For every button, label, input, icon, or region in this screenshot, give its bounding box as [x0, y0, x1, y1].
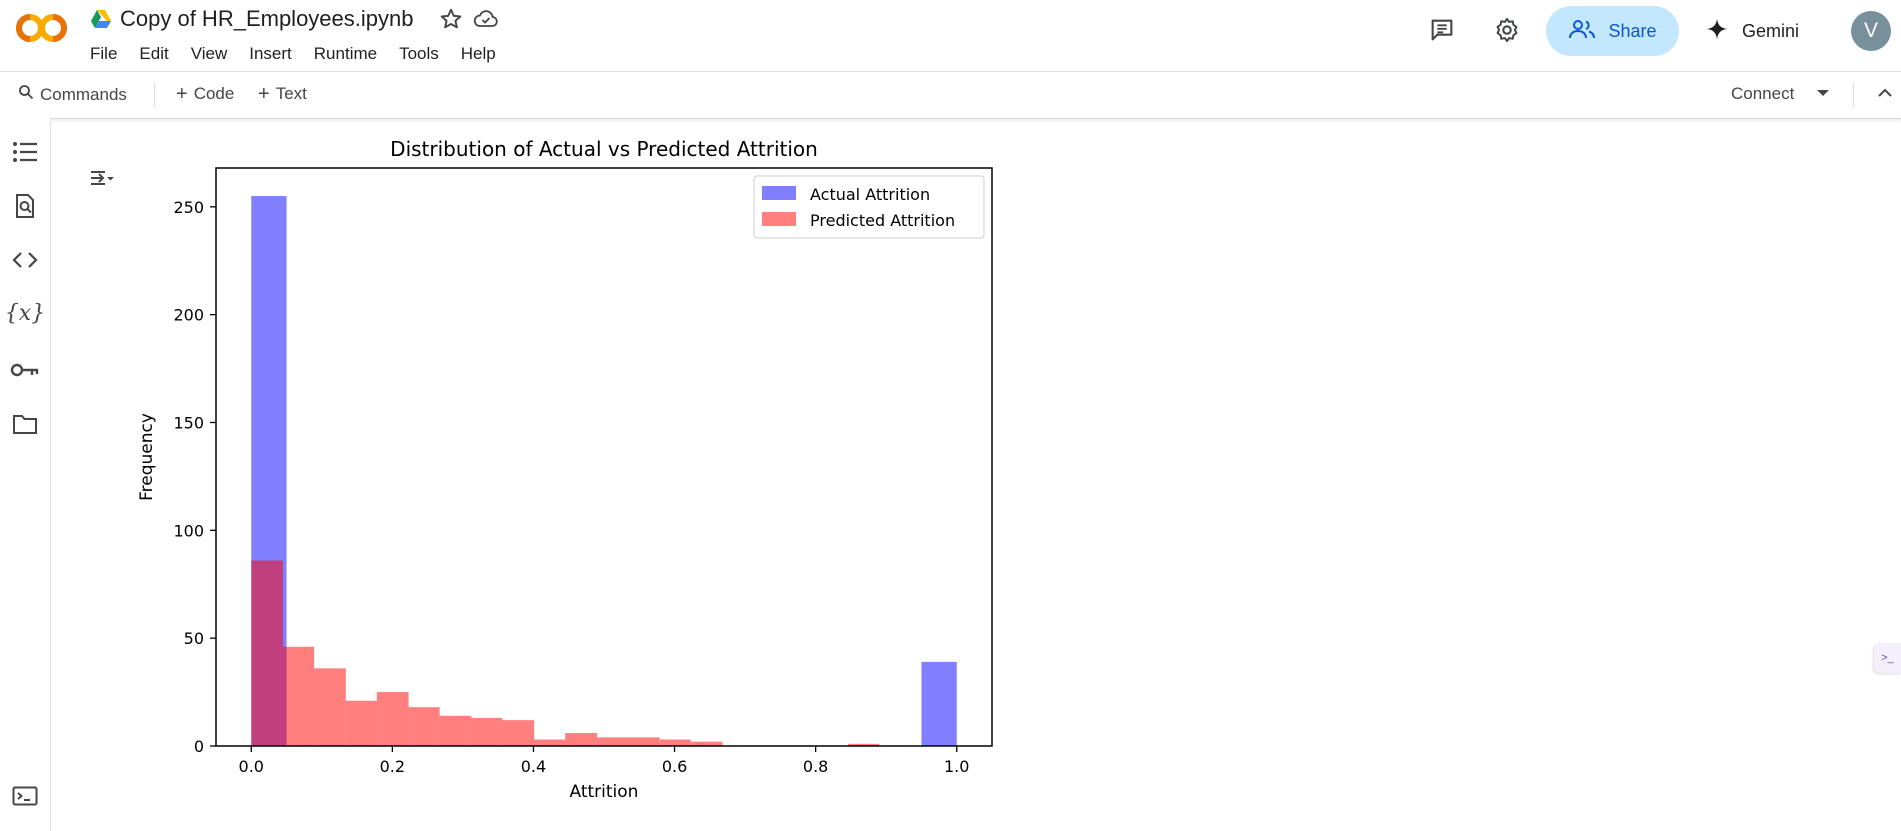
predicted-bar [251, 560, 284, 746]
notebook-toolbar: Commands + Code + Text Connect [0, 71, 1901, 119]
x-tick-label: 0.6 [662, 757, 687, 776]
find-replace-icon[interactable] [10, 191, 40, 221]
google-drive-icon[interactable] [90, 9, 112, 29]
toolbar-divider [154, 82, 155, 108]
commands-label: Commands [40, 84, 127, 104]
table-of-contents-icon[interactable] [10, 137, 40, 167]
y-axis-label: Frequency [137, 413, 157, 501]
side-panel-toggle[interactable]: >_ [1874, 643, 1901, 673]
legend-box [753, 175, 985, 239]
comments-icon[interactable] [1425, 13, 1459, 47]
connect-label: Connect [1731, 84, 1795, 103]
add-code-label: Code [193, 84, 235, 103]
menu-edit[interactable]: Edit [139, 44, 169, 63]
predicted-bar [659, 739, 691, 746]
predicted-bar [345, 700, 377, 746]
predicted-bar [376, 692, 409, 746]
plot-frame [215, 167, 993, 747]
gemini-label: Gemini [1742, 20, 1800, 41]
chart-title: Distribution of Actual vs Predicted Attr… [390, 137, 818, 161]
predicted-bar [283, 646, 315, 746]
chart-legend: Actual Attrition Predicted Attrition [753, 175, 985, 239]
predicted-bar [627, 737, 660, 746]
y-tick-label: 150 [173, 413, 204, 432]
y-tick-label: 250 [173, 198, 204, 217]
legend-label: Predicted Attrition [810, 211, 955, 230]
sparkle-icon [1706, 18, 1728, 45]
menu-bar: File Edit View Insert Runtime Tools Help [82, 42, 507, 66]
x-tick-label: 0.0 [239, 757, 264, 776]
commands-button[interactable]: Commands [18, 84, 127, 105]
y-tick-label: 100 [173, 521, 204, 540]
plus-icon: + [176, 82, 188, 105]
predicted-bar [565, 733, 597, 746]
menu-insert[interactable]: Insert [249, 44, 292, 63]
menu-runtime[interactable]: Runtime [313, 44, 378, 63]
notebook-title[interactable]: Copy of HR_Employees.ipynb [120, 6, 414, 31]
legend-swatch [762, 186, 796, 200]
colab-logo-icon[interactable] [15, 10, 71, 46]
code-snippets-icon[interactable] [10, 245, 40, 275]
connect-dropdown-icon[interactable] [1816, 88, 1830, 98]
y-tick-label: 50 [184, 629, 204, 648]
predicted-bar [502, 720, 535, 746]
connect-button[interactable]: Connect [1731, 84, 1794, 104]
share-button[interactable]: Share [1546, 6, 1679, 56]
left-sidebar: {𝑥} [0, 118, 51, 831]
avatar[interactable]: V [1851, 11, 1891, 51]
x-tick-label: 0.4 [521, 757, 546, 776]
toolbar-divider [1853, 82, 1854, 108]
app-header: Copy of HR_Employees.ipynb File Edit Vie… [0, 0, 1901, 71]
menu-help[interactable]: Help [460, 44, 496, 63]
people-icon [1568, 18, 1596, 45]
predicted-bar [534, 739, 566, 746]
predicted-bar [596, 737, 628, 746]
y-tick-label: 0 [194, 737, 204, 756]
variables-icon[interactable]: {𝑥} [4, 300, 46, 326]
attrition-histogram-chart: Distribution of Actual vs Predicted Attr… [137, 137, 993, 802]
cloud-saved-icon[interactable] [473, 7, 499, 31]
gemini-button[interactable]: Gemini [1706, 14, 1799, 48]
x-axis-label: Attrition [570, 782, 639, 802]
files-folder-icon[interactable] [10, 409, 40, 439]
menu-tools[interactable]: Tools [399, 44, 439, 63]
actual-bar [921, 661, 957, 746]
add-text-label: Text [275, 84, 307, 103]
add-text-button[interactable]: + Text [258, 84, 307, 104]
predicted-bar [408, 707, 440, 746]
menu-view[interactable]: View [190, 44, 228, 63]
collapse-header-icon[interactable] [1877, 86, 1893, 98]
share-label: Share [1608, 20, 1657, 41]
terminal-icon[interactable] [10, 781, 40, 811]
predicted-bar [439, 715, 472, 746]
search-icon [18, 84, 34, 105]
predicted-bar [848, 743, 880, 746]
predicted-bar [690, 741, 723, 746]
add-code-button[interactable]: + Code [176, 84, 234, 104]
star-icon[interactable] [438, 6, 464, 32]
x-tick-label: 0.2 [380, 757, 405, 776]
gear-icon[interactable] [1490, 13, 1524, 47]
legend-label: Actual Attrition [810, 185, 930, 204]
predicted-bar [471, 717, 503, 746]
secrets-key-icon[interactable] [10, 355, 40, 385]
menu-file[interactable]: File [90, 44, 118, 63]
predicted-bar [314, 668, 346, 746]
legend-swatch [762, 212, 796, 226]
output-actions-icon[interactable] [88, 164, 116, 192]
plus-icon: + [258, 82, 270, 105]
x-tick-label: 1.0 [944, 757, 969, 776]
y-tick-label: 200 [173, 306, 204, 325]
x-tick-label: 0.8 [803, 757, 828, 776]
